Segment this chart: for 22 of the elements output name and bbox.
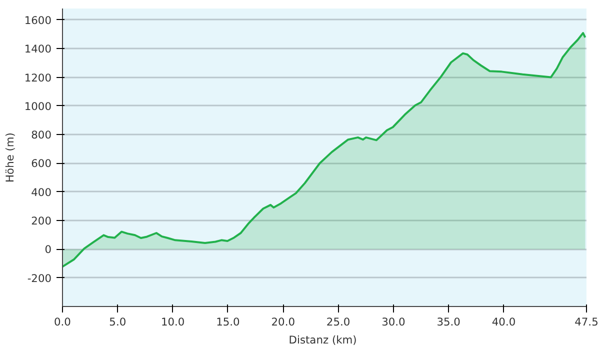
x-tick-label: 20.0: [271, 316, 296, 328]
x-tick-label: 0.0: [54, 316, 72, 328]
x-tick-label: 5.0: [109, 316, 126, 328]
x-axis-title: Distanz (km): [288, 334, 357, 346]
y-tick-label: 1200: [24, 71, 52, 84]
x-tick-label: 35.0: [436, 316, 461, 328]
x-tick-label: 47.5: [574, 316, 598, 328]
y-tick-label: 1600: [24, 14, 52, 27]
y-tick-label: -200: [27, 272, 52, 285]
y-axis-title: Höhe (m): [3, 132, 16, 182]
y-tick-label: 0: [44, 243, 52, 256]
y-tick-label: 400: [31, 186, 52, 199]
x-tick-label: 40.0: [492, 316, 516, 328]
x-tick-label: 30.0: [382, 316, 406, 328]
y-tick-label: 200: [31, 214, 52, 228]
x-tick-label: 25.0: [326, 316, 350, 328]
y-tick-label: 1400: [24, 42, 52, 56]
x-tick-label: 10.0: [160, 316, 185, 328]
y-tick-label: 1000: [24, 100, 52, 113]
y-tick-label: 800: [31, 128, 52, 142]
x-tick-label: 15.0: [216, 316, 240, 328]
y-tick-label: 600: [31, 157, 52, 170]
